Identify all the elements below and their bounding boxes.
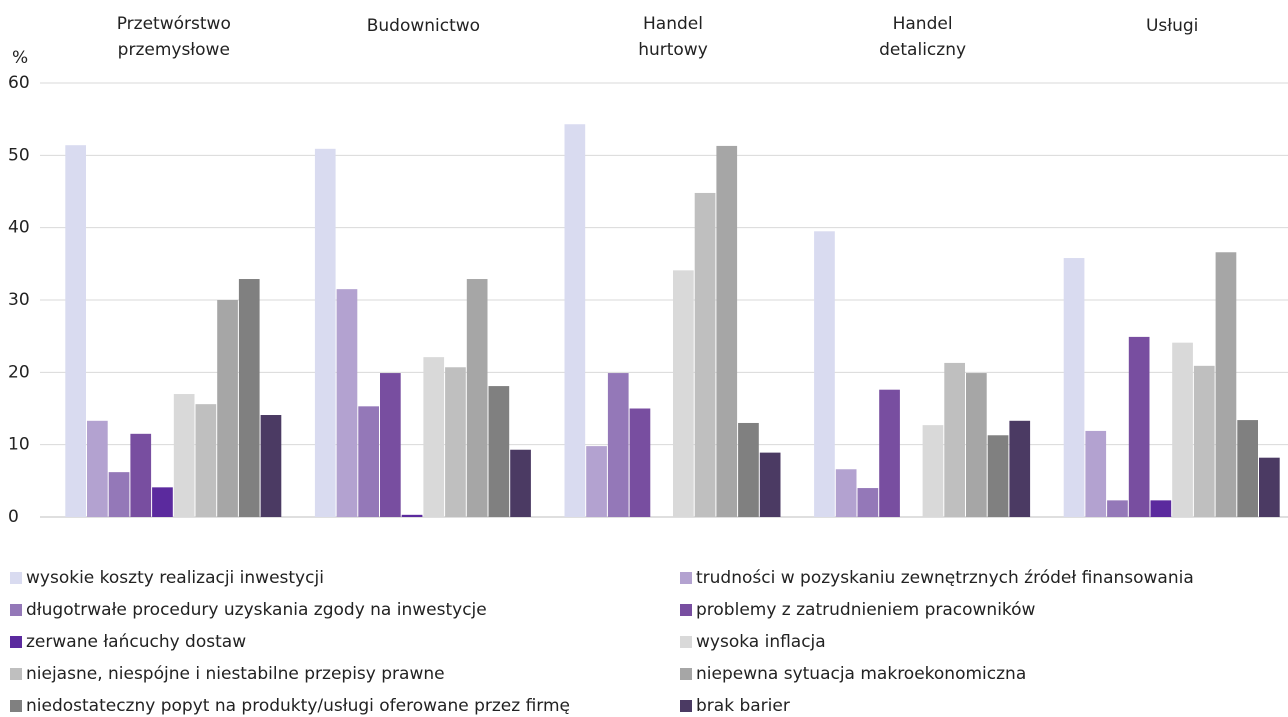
category-label: przemysłowe (118, 40, 230, 60)
bar (1237, 420, 1258, 517)
category-label: Handel (643, 14, 703, 34)
legend-label: niejasne, niespójne i niestabilne przepi… (26, 664, 445, 684)
y-tick-label: 30 (8, 290, 30, 310)
legend-swatch (680, 604, 692, 616)
legend-swatch (10, 572, 22, 584)
bar (1085, 430, 1107, 517)
bar (423, 357, 445, 517)
legend-label: niepewna sytuacja makroekonomiczna (696, 664, 1026, 684)
category-label: Budownictwo (367, 16, 480, 36)
bar (510, 449, 531, 517)
bar (1193, 365, 1215, 517)
bar (673, 270, 694, 517)
bar (195, 404, 217, 517)
bar (607, 373, 629, 517)
bar (108, 472, 130, 517)
legend-swatch (10, 668, 22, 680)
bar (87, 420, 108, 517)
bar (586, 446, 607, 517)
bar (1009, 420, 1031, 517)
bar (488, 386, 510, 517)
y-tick-label: 50 (8, 145, 30, 165)
bar (716, 145, 738, 517)
bar (987, 435, 1009, 517)
legend-label: długotrwałe procedury uzyskania zgody na… (26, 600, 487, 620)
bar (879, 389, 900, 517)
bar (814, 231, 835, 518)
category-label: hurtowy (638, 40, 708, 60)
bar (466, 279, 488, 517)
bar (1172, 342, 1193, 517)
bar (238, 279, 260, 517)
bar (629, 408, 651, 517)
bar (217, 300, 238, 517)
legend-swatch (10, 604, 22, 616)
bar (835, 469, 857, 517)
category-label: Usługi (1146, 16, 1198, 36)
legend-swatch (680, 572, 692, 584)
bar (1150, 500, 1172, 517)
bar (380, 373, 401, 517)
bar (944, 362, 965, 517)
bar (260, 415, 282, 517)
bar (336, 289, 358, 517)
bar (401, 514, 423, 517)
bar (1215, 252, 1237, 517)
legend-label: niedostateczny popyt na produkty/usługi … (26, 696, 570, 716)
y-tick-label: 20 (8, 362, 30, 382)
legend-label: problemy z zatrudnieniem pracowników (696, 600, 1036, 620)
bar (445, 367, 466, 517)
y-tick-label: 10 (8, 435, 30, 455)
category-label: Przetwórstwo (117, 14, 231, 34)
legend-label: wysokie koszty realizacji inwestycji (26, 568, 324, 588)
bar (1128, 336, 1150, 517)
legend-label: wysoka inflacja (696, 632, 826, 652)
y-tick-label: 40 (8, 218, 30, 238)
bar (130, 433, 152, 517)
bar (173, 394, 195, 517)
legend-swatch (10, 700, 22, 712)
legend-swatch (680, 668, 692, 680)
legend-swatch (680, 700, 692, 712)
bar (738, 422, 759, 517)
bar (922, 425, 944, 517)
y-tick-label: 0 (8, 507, 19, 527)
bar (1107, 500, 1128, 517)
bar (759, 452, 781, 517)
y-tick-label: 60 (8, 73, 30, 93)
category-label: detaliczny (879, 40, 966, 60)
bar (694, 192, 716, 518)
bar (65, 145, 86, 517)
bar (152, 487, 173, 517)
category-label: Handel (893, 14, 953, 34)
bar (358, 406, 379, 517)
legend-label: brak barier (696, 696, 790, 716)
legend-label: zerwane łańcuchy dostaw (26, 632, 246, 652)
bar (966, 373, 987, 517)
bar (1259, 457, 1280, 517)
bar (857, 488, 879, 517)
legend-label: trudności w pozyskaniu zewnętrznych źród… (696, 568, 1194, 588)
bar (1063, 258, 1085, 517)
legend-swatch (10, 636, 22, 648)
bar (314, 148, 336, 517)
bar (564, 124, 586, 517)
legend-swatch (680, 636, 692, 648)
y-unit: % (12, 48, 28, 68)
